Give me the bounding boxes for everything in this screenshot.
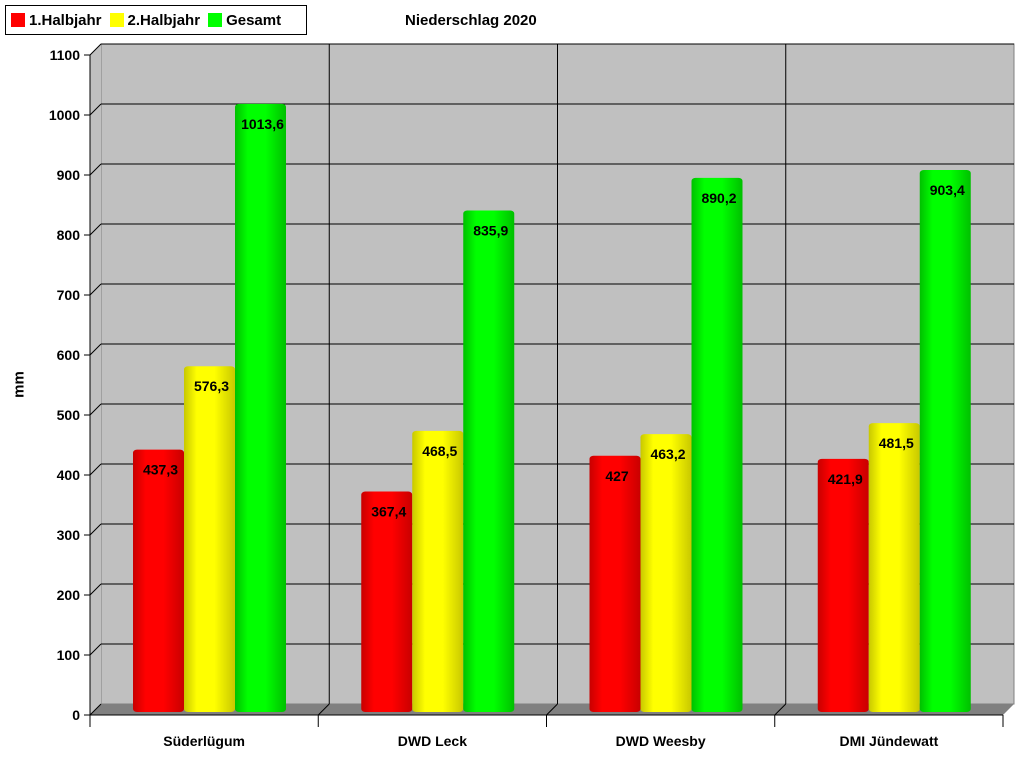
gridline-diagonal: [89, 403, 102, 416]
chart-title: Niederschlag 2020: [405, 12, 537, 29]
y-tick-label: 400: [57, 467, 81, 483]
y-tick-label: 500: [57, 407, 81, 423]
gridline-diagonal: [89, 463, 102, 476]
bar-gesamt: [463, 210, 515, 712]
y-tick-label: 1000: [49, 107, 80, 123]
data-label: 437,3: [143, 462, 178, 478]
y-tick-label: 200: [57, 587, 81, 603]
y-tick-label: 100: [57, 647, 81, 663]
x-tick-label: DMI Jündewatt: [839, 733, 938, 749]
legend-label: 1.Halbjahr: [29, 11, 102, 29]
y-tick-label: 800: [57, 227, 81, 243]
gridline-diagonal: [89, 703, 102, 716]
bar-1-halbjahr: [133, 449, 184, 712]
gridline-diagonal: [89, 43, 102, 56]
data-label: 835,9: [473, 222, 508, 238]
x-tick-label: DWD Weesby: [616, 733, 706, 749]
gridline-diagonal: [89, 163, 102, 176]
x-tick-label: Süderlügum: [163, 733, 245, 749]
legend-item-1-halbjahr: 1.Halbjahr: [11, 12, 102, 29]
group-separator-diagonal: [546, 703, 558, 716]
data-label: 481,5: [879, 435, 914, 451]
group-separator-diagonal: [317, 703, 330, 716]
y-tick-label: 600: [57, 347, 81, 363]
data-label: 903,4: [930, 182, 965, 198]
bar-1-halbjahr: [361, 491, 413, 712]
gridline-diagonal: [89, 223, 102, 236]
data-label: 367,4: [371, 504, 406, 520]
bar-2-halbjahr: [640, 434, 692, 712]
bar-gesamt: [235, 103, 286, 713]
legend-item-gesamt: Gesamt: [208, 12, 281, 29]
legend-swatch: [109, 13, 124, 27]
gridline-diagonal: [89, 103, 102, 116]
bar-2-halbjahr: [868, 423, 920, 712]
gridline-diagonal: [89, 283, 102, 296]
side-wall: [90, 44, 101, 715]
legend-item-2-halbjahr: 2.Halbjahr: [109, 11, 201, 29]
data-label: 468,5: [422, 443, 457, 459]
gridline-diagonal: [89, 343, 102, 356]
legend-label: 2.Halbjahr: [127, 11, 201, 29]
x-tick-label: DWD Leck: [398, 733, 467, 749]
group-separator-diagonal: [774, 703, 787, 716]
data-label: 421,9: [828, 471, 863, 487]
bar-gesamt: [919, 169, 971, 712]
y-tick-label: 0: [72, 707, 80, 723]
y-tick-label: 300: [57, 527, 81, 543]
data-label: 576,3: [194, 378, 229, 394]
bar-1-halbjahr: [817, 458, 869, 712]
bar-2-halbjahr: [184, 366, 235, 712]
gridline-diagonal: [89, 523, 102, 536]
data-label: 1013,6: [241, 116, 284, 132]
y-tick-label: 900: [57, 167, 81, 183]
legend-swatch: [11, 13, 25, 27]
y-tick-label: 700: [57, 287, 81, 303]
bar-2-halbjahr: [412, 430, 464, 712]
bar-1-halbjahr: [589, 455, 641, 712]
legend: 1.Halbjahr 2.Halbjahr Gesamt: [5, 5, 307, 35]
data-label: 890,2: [701, 190, 736, 206]
legend-label: Gesamt: [226, 11, 282, 29]
gridline-diagonal: [89, 583, 102, 596]
data-label: 427: [605, 468, 629, 484]
legend-swatch: [208, 13, 223, 27]
y-tick-label: 1100: [50, 47, 81, 63]
data-label: 463,2: [650, 446, 685, 462]
gridline-diagonal: [89, 643, 102, 656]
bar-gesamt: [691, 177, 743, 712]
